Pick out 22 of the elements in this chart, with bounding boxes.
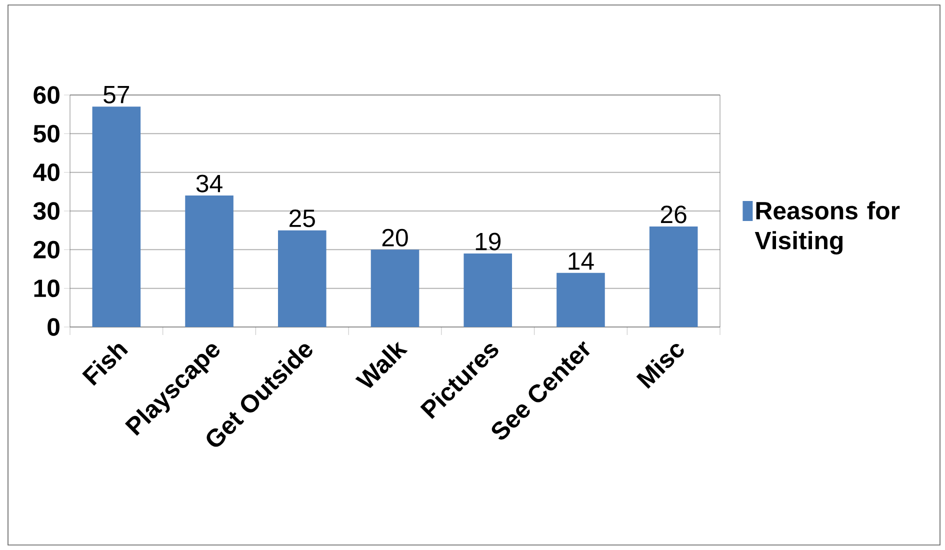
- bar: [92, 106, 141, 327]
- bar: [556, 272, 605, 327]
- legend-label: Reasons for Visiting: [754, 201, 900, 254]
- bar: [185, 196, 234, 327]
- bar: [278, 230, 326, 327]
- data-label: 14: [568, 252, 594, 270]
- y-tick-label: 10: [34, 280, 60, 298]
- y-tick-label: 60: [34, 86, 60, 104]
- y-tick-label: 40: [33, 164, 60, 182]
- y-tick-label: 50: [34, 124, 60, 142]
- data-label: 57: [104, 86, 130, 104]
- data-label: 19: [476, 232, 501, 250]
- y-tick-label: 20: [34, 240, 60, 258]
- y-tick-label: 0: [48, 318, 60, 336]
- y-tick-label: 30: [33, 202, 60, 220]
- bar: [370, 250, 420, 327]
- bar: [649, 226, 698, 327]
- data-label: 25: [290, 210, 315, 228]
- data-label: 34: [196, 174, 222, 192]
- bar: [464, 254, 512, 327]
- data-label: 26: [660, 206, 686, 224]
- data-label: 20: [382, 228, 408, 246]
